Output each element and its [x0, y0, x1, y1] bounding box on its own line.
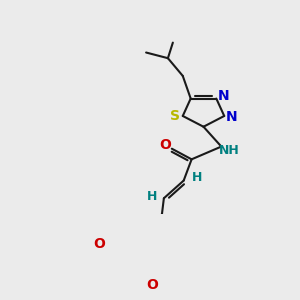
Text: O: O	[146, 278, 158, 292]
Text: N: N	[225, 110, 237, 124]
Text: S: S	[170, 109, 180, 123]
Text: O: O	[159, 138, 171, 152]
Text: NH: NH	[219, 144, 240, 157]
Text: O: O	[93, 237, 105, 250]
Text: N: N	[218, 89, 229, 103]
Text: H: H	[192, 170, 203, 184]
Text: H: H	[147, 190, 157, 203]
